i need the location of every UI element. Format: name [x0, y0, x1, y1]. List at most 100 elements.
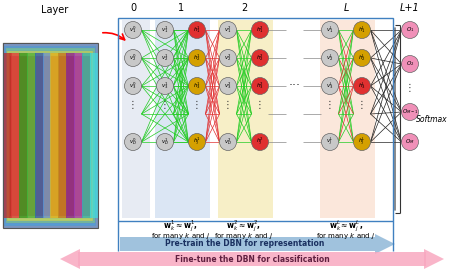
Text: ⋮: ⋮: [192, 100, 202, 110]
Bar: [6, 48, 95, 223]
Circle shape: [156, 78, 173, 95]
Text: Pre-train the DBN for representation: Pre-train the DBN for representation: [165, 240, 325, 249]
Circle shape: [125, 49, 142, 66]
Circle shape: [156, 133, 173, 150]
Text: $h_1^1$: $h_1^1$: [193, 24, 201, 35]
Text: $v_2^0$: $v_2^0$: [129, 53, 137, 63]
Circle shape: [125, 133, 142, 150]
Text: ⋮: ⋮: [325, 100, 335, 110]
Circle shape: [354, 49, 371, 66]
Bar: [3, 43, 98, 228]
Text: 0: 0: [130, 3, 136, 13]
Circle shape: [156, 21, 173, 38]
Text: ···: ···: [289, 80, 301, 93]
Bar: [58, 53, 67, 218]
Circle shape: [321, 21, 338, 38]
Text: $v_3^2$: $v_3^2$: [224, 81, 232, 91]
Circle shape: [401, 21, 419, 38]
Text: $h_1^L$: $h_1^L$: [358, 24, 366, 35]
Bar: [78, 252, 426, 266]
Bar: [35, 53, 44, 218]
Bar: [155, 20, 210, 218]
Circle shape: [219, 78, 237, 95]
Text: $v_D^1$: $v_D^1$: [161, 136, 169, 147]
Text: ⋮: ⋮: [223, 100, 233, 110]
Bar: [3, 43, 98, 228]
Text: $v_3^1$: $v_3^1$: [161, 81, 169, 91]
Bar: [4, 46, 97, 225]
Text: $v_J^L$: $v_J^L$: [326, 136, 334, 148]
Bar: [3, 53, 12, 218]
Bar: [82, 53, 91, 218]
Circle shape: [219, 49, 237, 66]
Text: $O_M$: $O_M$: [405, 138, 415, 147]
Bar: [120, 237, 375, 251]
Text: ⋮: ⋮: [357, 100, 367, 110]
Circle shape: [189, 78, 206, 95]
Text: $v_D^2$: $v_D^2$: [224, 136, 232, 147]
Circle shape: [156, 49, 173, 66]
Text: $v_1^0$: $v_1^0$: [129, 24, 137, 35]
Circle shape: [125, 21, 142, 38]
Bar: [122, 20, 150, 218]
Text: 2: 2: [241, 3, 247, 13]
Bar: [9, 53, 92, 218]
Bar: [51, 53, 59, 218]
Text: Fine-tune the DBN for classification: Fine-tune the DBN for classification: [174, 254, 329, 264]
Circle shape: [252, 78, 268, 95]
Text: $v_1^2$: $v_1^2$: [224, 24, 232, 35]
Circle shape: [321, 78, 338, 95]
Bar: [43, 53, 52, 218]
Text: $v_2^L$: $v_2^L$: [326, 53, 334, 63]
Text: ⋮: ⋮: [405, 83, 415, 93]
Text: $h_2^1$: $h_2^1$: [193, 53, 201, 63]
Bar: [8, 51, 93, 220]
Text: ⋮: ⋮: [128, 100, 138, 110]
Bar: [90, 53, 99, 218]
Polygon shape: [60, 249, 80, 269]
Text: 1: 1: [178, 3, 184, 13]
Circle shape: [252, 133, 268, 150]
Bar: [66, 53, 75, 218]
Circle shape: [189, 49, 206, 66]
Text: $h_2^2$: $h_2^2$: [256, 53, 264, 63]
Circle shape: [401, 103, 419, 120]
Text: $O_{M-1}$: $O_{M-1}$: [402, 108, 418, 116]
Polygon shape: [375, 234, 395, 254]
Circle shape: [189, 133, 206, 150]
Circle shape: [401, 133, 419, 150]
Bar: [10, 56, 91, 215]
Bar: [27, 53, 36, 218]
Text: $h_J^1$: $h_J^1$: [193, 136, 201, 148]
Text: $v_3^L$: $v_3^L$: [326, 81, 334, 91]
Text: $h_3^L$: $h_3^L$: [358, 81, 366, 91]
Text: L+1: L+1: [400, 3, 420, 13]
Text: ⋮: ⋮: [160, 100, 170, 110]
Circle shape: [219, 21, 237, 38]
Text: for many $k$ and $j$: for many $k$ and $j$: [151, 231, 210, 241]
Text: $h_J^2$: $h_J^2$: [256, 136, 264, 148]
Text: $h_3^1$: $h_3^1$: [193, 81, 201, 91]
Text: $h_2^L$: $h_2^L$: [358, 53, 366, 63]
Text: $v_3^0$: $v_3^0$: [129, 81, 137, 91]
Text: $\mathbf{w}_k^2 \approx \mathbf{w}_j^2$,: $\mathbf{w}_k^2 \approx \mathbf{w}_j^2$,: [227, 218, 262, 234]
Text: Layer: Layer: [41, 5, 69, 15]
Bar: [19, 53, 28, 218]
Text: for many $k$ and $j$: for many $k$ and $j$: [316, 231, 376, 241]
Text: ⋮: ⋮: [255, 100, 265, 110]
Text: L: L: [343, 3, 349, 13]
Text: $O_1$: $O_1$: [406, 26, 414, 34]
Circle shape: [219, 133, 237, 150]
Bar: [11, 53, 20, 218]
Bar: [320, 20, 375, 218]
Polygon shape: [424, 249, 444, 269]
Bar: [74, 53, 83, 218]
Circle shape: [401, 56, 419, 73]
Text: $h_J^L$: $h_J^L$: [358, 136, 366, 148]
Text: $v_2^2$: $v_2^2$: [224, 53, 232, 63]
Text: $O_2$: $O_2$: [406, 59, 414, 68]
Text: $v_2^1$: $v_2^1$: [161, 53, 169, 63]
Text: $\mathbf{w}_k^L \approx \mathbf{w}_j^L$,: $\mathbf{w}_k^L \approx \mathbf{w}_j^L$,: [329, 218, 363, 234]
Text: for many $k$ and $j$: for many $k$ and $j$: [214, 231, 273, 241]
Circle shape: [354, 133, 371, 150]
